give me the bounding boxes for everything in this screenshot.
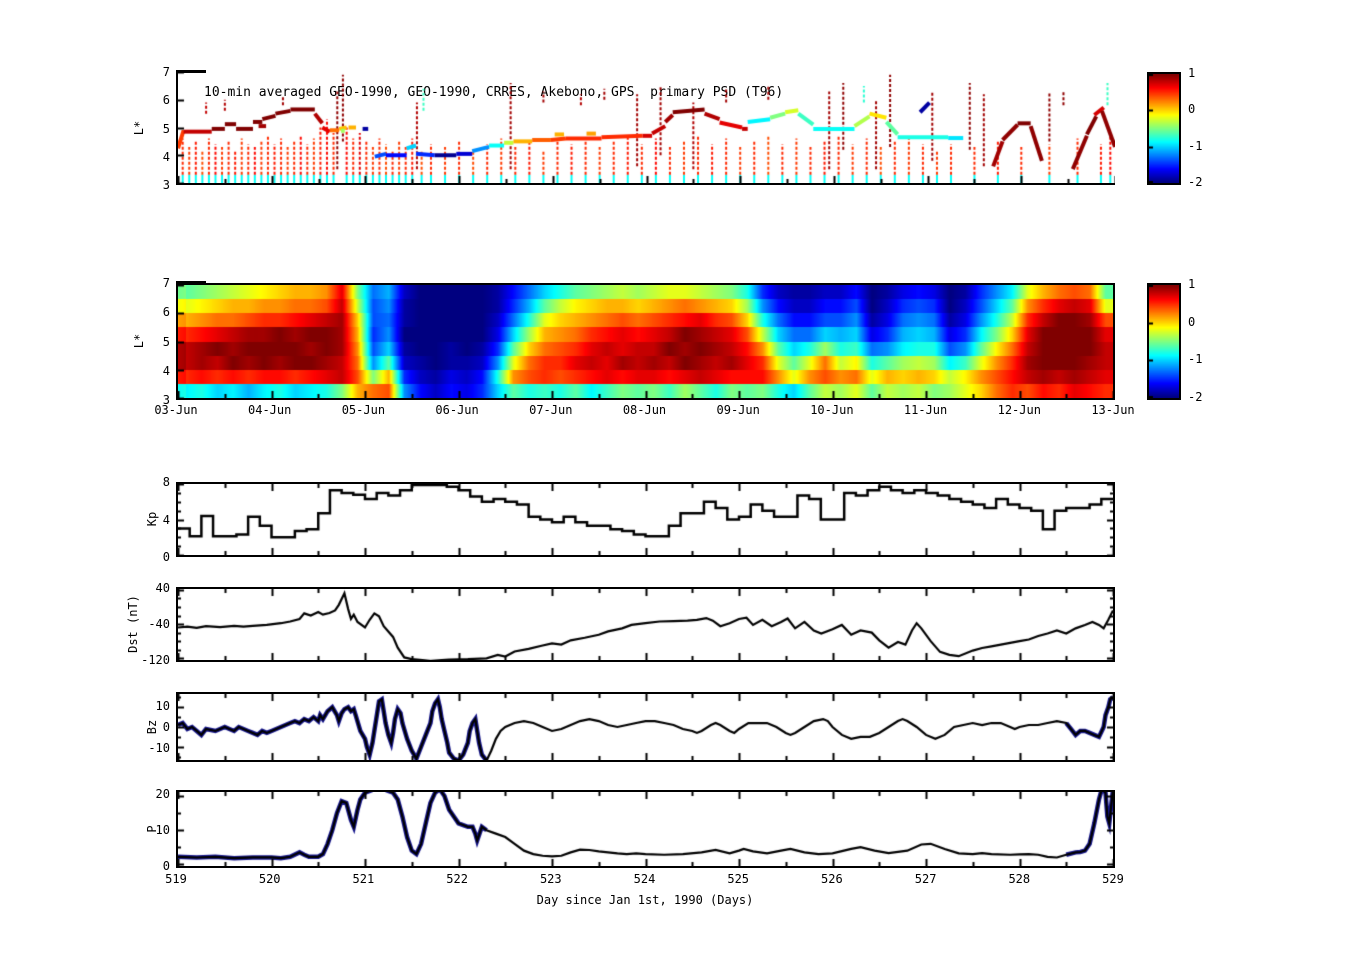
spectrogram-xtick-label: 09-Jun: [716, 403, 760, 417]
dst-ytick-label: -120: [141, 653, 170, 668]
scatter-top-axis-segment: [176, 70, 206, 73]
dst-panel: [176, 587, 1115, 662]
dst-ytick-label: 40: [155, 580, 170, 595]
kp-ytick-label: 4: [162, 512, 170, 527]
spectrogram-ytick-label: 6: [162, 305, 170, 320]
day-xtick-label: 521: [352, 872, 375, 886]
day-xtick-label: 527: [914, 872, 937, 886]
spectrogram-xtick-label: 13-Jun: [1091, 403, 1135, 417]
scatter-ytick-label: 7: [162, 65, 170, 79]
spectrogram-xtick-label: 08-Jun: [622, 403, 667, 417]
spectrogram-xtick-label: 11-Jun: [903, 403, 948, 417]
day-xtick-label: 526: [821, 872, 843, 886]
p-ytick-label: 10: [155, 823, 170, 838]
colorbar1-tick-label: -2: [1188, 175, 1203, 189]
p-canvas: [178, 792, 1113, 866]
colorbar1-tick-label: 0: [1188, 102, 1196, 117]
psd-spectrogram-canvas: [178, 285, 1113, 398]
bz-ytick-label: 10: [155, 699, 170, 714]
colorbar-psd-scatter: [1147, 72, 1181, 185]
p-panel: [176, 790, 1115, 868]
spectrogram-xtick-label: 03-Jun: [154, 403, 198, 417]
colorbar2-tick-label: -2: [1188, 390, 1203, 404]
psd-scatter-panel: [176, 72, 1115, 185]
dst-ytick-label: -40: [148, 617, 170, 632]
dst-canvas: [178, 589, 1113, 660]
p-ytick-label: 0: [162, 859, 170, 874]
spectrogram-xtick-label: 07-Jun: [529, 403, 573, 417]
colorbar1-tick-label: 1: [1188, 66, 1196, 80]
scatter-ytick-label: 4: [162, 149, 170, 164]
scatter-ytick-label: 5: [162, 121, 170, 136]
spectrogram-top-axis-segment: [176, 281, 206, 284]
spectrogram-xtick-label: 10-Jun: [810, 403, 854, 417]
scatter-ytick-label: 6: [162, 93, 170, 108]
spectrogram-xtick-label: 12-Jun: [997, 403, 1041, 417]
day-xtick-label: 528: [1008, 872, 1031, 886]
bz-ytick-label: -10: [148, 740, 170, 755]
day-xtick-label: 524: [633, 872, 656, 886]
day-xtick-label: 525: [727, 872, 750, 886]
spectrogram-xtick-label: 04-Jun: [248, 403, 292, 417]
p-ytick-label: 20: [155, 787, 170, 802]
day-xtick-label: 523: [539, 872, 562, 886]
colorbar2-tick-label: 1: [1188, 277, 1196, 291]
kp-canvas: [178, 484, 1113, 555]
psd-scatter-canvas: [178, 72, 1115, 183]
kp-ytick-label: 0: [162, 550, 170, 564]
spectrogram-xtick-label: 05-Jun: [341, 403, 386, 417]
colorbar1-canvas: [1149, 74, 1179, 183]
spectrogram-ytick-label: 4: [162, 363, 170, 378]
spectrogram-xtick-label: 06-Jun: [435, 403, 479, 417]
day-xtick-label: 519: [165, 872, 187, 886]
day-xtick-label: 522: [446, 872, 468, 886]
psd-spectrogram-panel: [176, 283, 1115, 400]
day-xtick-label: 529: [1102, 872, 1124, 886]
kp-ytick-label: 8: [162, 475, 170, 489]
bz-ytick-label: 0: [162, 720, 170, 734]
x-axis-label: Day since Jan 1st, 1990 (Days): [536, 893, 754, 907]
colorbar2-tick-label: -1: [1188, 352, 1203, 367]
kp-panel: [176, 482, 1115, 557]
colorbar2-tick-label: 0: [1188, 314, 1196, 329]
bz-canvas: [178, 694, 1113, 760]
colorbar-psd-spectrogram: [1147, 283, 1181, 400]
spectrogram-ytick-label: 5: [162, 334, 170, 349]
colorbar1-tick-label: -1: [1188, 138, 1203, 153]
scatter-ytick-label: 3: [162, 178, 170, 192]
colorbar2-canvas: [1149, 285, 1179, 398]
bz-panel: [176, 692, 1115, 762]
spectrogram-ytick-label: 7: [162, 276, 170, 290]
spectrogram-ytick-label: 3: [162, 393, 170, 407]
day-xtick-label: 520: [258, 872, 281, 886]
